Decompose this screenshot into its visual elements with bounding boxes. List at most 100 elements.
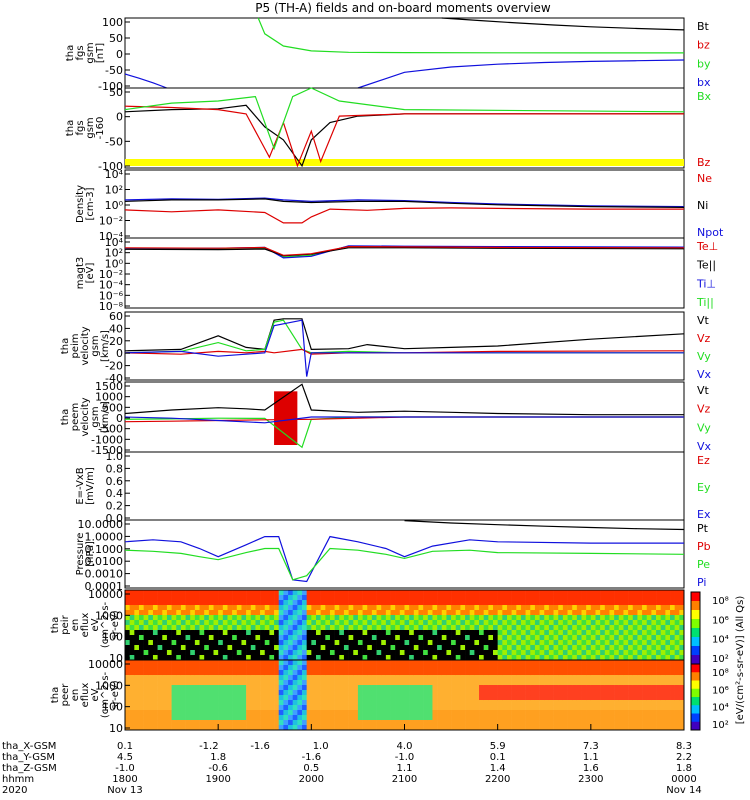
heatmap-cell	[413, 620, 419, 626]
heatmap-cell	[427, 615, 433, 621]
heatmap-cell	[180, 685, 186, 691]
heatmap-cell	[185, 715, 191, 721]
heatmap-cell	[413, 590, 419, 596]
heatmap-cell	[506, 725, 512, 731]
x-tick-label: 1.8	[676, 763, 692, 774]
heatmap-cell	[674, 720, 680, 726]
heatmap-cell	[157, 595, 163, 601]
heatmap-cell	[576, 675, 582, 681]
y-axis-label: velocity	[80, 326, 91, 365]
heatmap-cell	[138, 700, 144, 706]
heatmap-cell	[143, 715, 149, 721]
heatmap-cell	[315, 650, 321, 656]
heatmap-cell	[180, 705, 186, 711]
y-axis-label: tha	[50, 687, 61, 703]
heatmap-cell	[642, 665, 648, 671]
heatmap-cell	[670, 590, 675, 596]
heatmap-cell	[222, 645, 228, 651]
heatmap-cell	[623, 695, 629, 701]
heatmap-cell	[194, 690, 200, 696]
heatmap-cell	[329, 595, 335, 601]
heatmap-cell	[152, 710, 158, 716]
heatmap-cell	[516, 635, 522, 641]
heatmap-cell	[432, 710, 438, 716]
heatmap-cell	[441, 590, 447, 596]
heatmap-cell	[385, 640, 391, 646]
heatmap-cell	[656, 695, 662, 701]
heatmap-cell	[544, 590, 550, 596]
heatmap-cell	[246, 655, 252, 661]
heatmap-cell	[679, 650, 685, 656]
heatmap-cell	[423, 685, 429, 691]
heatmap-cell	[646, 670, 652, 676]
heatmap-cell	[218, 635, 224, 641]
heatmap-cell	[190, 695, 196, 701]
heatmap-cell	[236, 665, 242, 671]
y-axis-label: eflux	[80, 613, 91, 638]
heatmap-cell	[497, 615, 503, 621]
heatmap-cell	[143, 675, 149, 681]
heatmap-cell	[520, 690, 526, 696]
heatmap-cell	[423, 595, 429, 601]
heatmap-cell	[232, 645, 238, 651]
heatmap-cell	[269, 610, 275, 616]
heatmap-cell	[260, 645, 266, 651]
heatmap-cell	[646, 600, 652, 606]
heatmap-cell	[320, 715, 326, 721]
heatmap-cell	[311, 615, 317, 621]
heatmap-cell	[670, 640, 675, 646]
heatmap-cell	[423, 600, 429, 606]
heatmap-cell	[166, 595, 172, 601]
heatmap-cell	[581, 630, 587, 636]
heatmap-cell	[390, 720, 396, 726]
heatmap-cell	[455, 605, 461, 611]
heatmap-cell	[437, 645, 443, 651]
heatmap-cell	[506, 640, 512, 646]
heatmap-cell	[432, 725, 438, 731]
heatmap-cell	[264, 590, 270, 596]
heatmap-cell	[395, 665, 401, 671]
heatmap-cell	[558, 645, 564, 651]
heatmap-cell	[488, 595, 494, 601]
panel-frame	[124, 87, 685, 169]
heatmap-cell	[148, 645, 154, 651]
heatmap-cell	[642, 650, 648, 656]
heatmap-cell	[376, 700, 382, 706]
heatmap-cell	[479, 685, 484, 691]
heatmap-cell	[502, 690, 508, 696]
heatmap-cell	[274, 720, 280, 726]
heatmap-cell	[437, 710, 443, 716]
heatmap-cell	[572, 720, 578, 726]
heatmap-cell	[283, 645, 289, 651]
heatmap-cell	[343, 705, 349, 711]
heatmap-cell	[479, 660, 484, 666]
heatmap-cell	[642, 615, 648, 621]
heatmap-cell	[553, 635, 559, 641]
heatmap-cell	[618, 595, 624, 601]
heatmap-cell	[246, 710, 252, 716]
heatmap-cell	[395, 690, 401, 696]
heatmap-cell	[418, 675, 424, 681]
heatmap-cell	[218, 600, 224, 606]
heatmap-cell	[246, 625, 252, 631]
heatmap-cell	[423, 695, 429, 701]
heatmap-cell	[302, 650, 307, 656]
heatmap-cell	[213, 620, 219, 626]
heatmap-cell	[199, 595, 205, 601]
heatmap-cell	[479, 690, 484, 696]
heatmap-cell	[530, 600, 536, 606]
heatmap-cell	[642, 655, 648, 661]
heatmap-cell	[590, 650, 596, 656]
heatmap-cell	[152, 655, 158, 661]
heatmap-cell	[288, 650, 293, 656]
heatmap-cell	[432, 595, 438, 601]
heatmap-cell	[525, 645, 531, 651]
heatmap-cell	[413, 625, 419, 631]
heatmap-cell	[348, 650, 354, 656]
heatmap-cell	[274, 640, 280, 646]
heatmap-cell	[567, 680, 573, 686]
heatmap-cell	[162, 720, 168, 726]
heatmap-cell	[125, 590, 130, 596]
heatmap-cell	[176, 680, 182, 686]
heatmap-cell	[260, 625, 266, 631]
